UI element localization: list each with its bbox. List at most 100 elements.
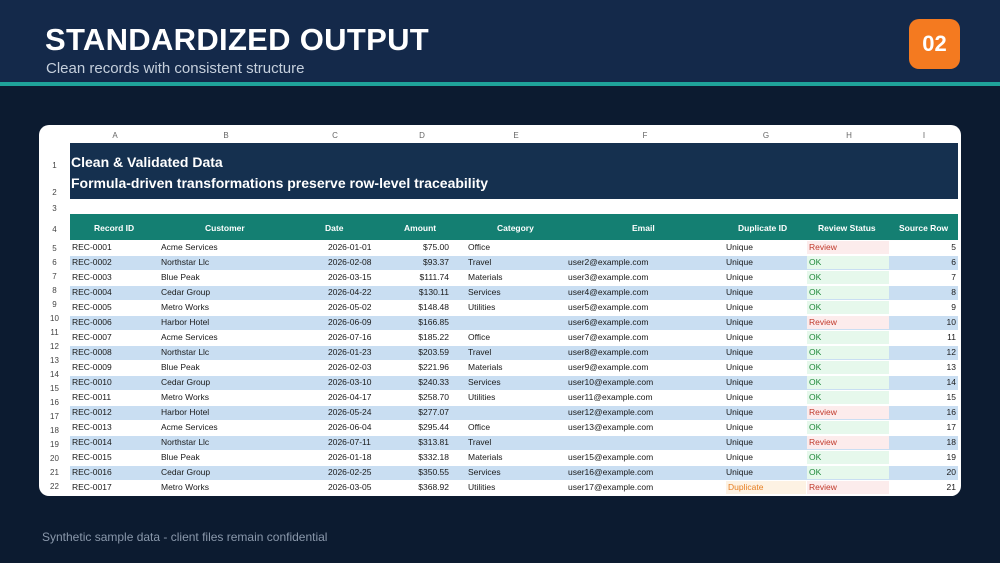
cell-duplicate-id[interactable]: Unique (726, 317, 753, 327)
cell-duplicate-id[interactable]: Unique (726, 332, 753, 342)
cell-record-id[interactable]: REC-0014 (72, 437, 112, 447)
cell-category[interactable]: Travel (468, 347, 492, 357)
cell-date[interactable]: 2026-03-05 (328, 482, 372, 492)
cell-email[interactable]: user15@example.com (568, 452, 654, 462)
cell-email[interactable]: user8@example.com (568, 347, 649, 357)
cell-email[interactable]: user13@example.com (568, 422, 654, 432)
cell-customer[interactable]: Acme Services (161, 422, 218, 432)
cell-review-status[interactable]: OK (807, 361, 889, 374)
cell-customer[interactable]: Blue Peak (161, 452, 200, 462)
cell-duplicate-id[interactable]: Unique (726, 242, 753, 252)
cell-source-row[interactable]: 9 (951, 302, 956, 312)
cell-record-id[interactable]: REC-0010 (72, 377, 112, 387)
row-number[interactable]: 21 (50, 468, 59, 477)
cell-duplicate-id[interactable]: Unique (726, 392, 753, 402)
column-letter[interactable]: B (223, 131, 229, 140)
cell-customer[interactable]: Blue Peak (161, 272, 200, 282)
cell-record-id[interactable]: REC-0013 (72, 422, 112, 432)
cell-review-status[interactable]: OK (807, 376, 889, 389)
cell-date[interactable]: 2026-04-22 (328, 287, 372, 297)
cell-amount[interactable]: $166.85 (418, 317, 449, 327)
cell-source-row[interactable]: 20 (946, 467, 956, 477)
cell-customer[interactable]: Cedar Group (161, 287, 211, 297)
cell-record-id[interactable]: REC-0003 (72, 272, 112, 282)
row-number[interactable]: 20 (50, 454, 59, 463)
column-letter[interactable]: E (513, 131, 519, 140)
column-letter[interactable]: H (846, 131, 852, 140)
cell-record-id[interactable]: REC-0011 (72, 392, 112, 402)
cell-amount[interactable]: $277.07 (418, 407, 449, 417)
cell-customer[interactable]: Cedar Group (161, 467, 211, 477)
row-number[interactable]: 22 (50, 482, 59, 491)
cell-amount[interactable]: $185.22 (418, 332, 449, 342)
cell-record-id[interactable]: REC-0008 (72, 347, 112, 357)
cell-amount[interactable]: $350.55 (418, 467, 449, 477)
cell-source-row[interactable]: 11 (947, 332, 956, 342)
column-letter[interactable]: D (419, 131, 425, 140)
cell-category[interactable]: Services (468, 287, 501, 297)
cell-customer[interactable]: Blue Peak (161, 362, 200, 372)
cell-amount[interactable]: $295.44 (418, 422, 449, 432)
cell-review-status[interactable]: OK (807, 301, 889, 314)
column-letter[interactable]: A (112, 131, 118, 140)
cell-record-id[interactable]: REC-0005 (72, 302, 112, 312)
cell-review-status[interactable]: OK (807, 331, 889, 344)
cell-amount[interactable]: $148.48 (418, 302, 449, 312)
cell-amount[interactable]: $221.96 (418, 362, 449, 372)
cell-date[interactable]: 2026-05-02 (328, 302, 372, 312)
cell-amount[interactable]: $332.18 (418, 452, 449, 462)
cell-source-row[interactable]: 10 (946, 317, 956, 327)
cell-record-id[interactable]: REC-0004 (72, 287, 112, 297)
cell-amount[interactable]: $258.70 (418, 392, 449, 402)
cell-duplicate-id[interactable]: Unique (726, 347, 753, 357)
cell-source-row[interactable]: 16 (946, 407, 956, 417)
cell-review-status[interactable]: Review (807, 241, 889, 254)
cell-source-row[interactable]: 21 (946, 482, 956, 492)
cell-record-id[interactable]: REC-0001 (72, 242, 112, 252)
cell-review-status[interactable]: OK (807, 421, 889, 434)
row-number[interactable]: 19 (50, 440, 59, 449)
cell-source-row[interactable]: 14 (946, 377, 956, 387)
cell-source-row[interactable]: 8 (951, 287, 956, 297)
cell-source-row[interactable]: 5 (951, 242, 956, 252)
cell-review-status[interactable]: Review (807, 316, 889, 329)
row-number[interactable]: 4 (52, 225, 57, 234)
cell-duplicate-id[interactable]: Unique (726, 407, 753, 417)
cell-category[interactable]: Travel (468, 437, 492, 447)
cell-duplicate-id[interactable]: Unique (726, 452, 753, 462)
cell-date[interactable]: 2026-01-01 (328, 242, 372, 252)
cell-category[interactable]: Materials (468, 272, 503, 282)
cell-source-row[interactable]: 12 (946, 347, 956, 357)
cell-email[interactable]: user11@example.com (568, 392, 653, 402)
row-number[interactable]: 17 (50, 412, 59, 421)
cell-category[interactable]: Materials (468, 362, 503, 372)
cell-source-row[interactable]: 15 (946, 392, 956, 402)
cell-customer[interactable]: Northstar Llc (161, 437, 210, 447)
cell-email[interactable]: user10@example.com (568, 377, 654, 387)
cell-category[interactable]: Office (468, 422, 491, 432)
cell-amount[interactable]: $240.33 (418, 377, 449, 387)
cell-record-id[interactable]: REC-0009 (72, 362, 112, 372)
cell-review-status[interactable]: Review (807, 481, 889, 494)
cell-category[interactable]: Services (468, 377, 501, 387)
cell-category[interactable]: Office (468, 242, 491, 252)
cell-email[interactable]: user5@example.com (568, 302, 649, 312)
cell-review-status[interactable]: Review (807, 406, 889, 419)
cell-source-row[interactable]: 18 (946, 437, 956, 447)
cell-duplicate-id[interactable]: Unique (726, 362, 753, 372)
row-number[interactable]: 6 (52, 258, 57, 267)
cell-email[interactable]: user16@example.com (568, 467, 654, 477)
cell-date[interactable]: 2026-07-16 (328, 332, 372, 342)
cell-email[interactable]: user7@example.com (568, 332, 649, 342)
cell-duplicate-id[interactable]: Unique (726, 272, 753, 282)
cell-customer[interactable]: Metro Works (161, 392, 210, 402)
cell-duplicate-id[interactable]: Unique (726, 422, 753, 432)
cell-duplicate-id[interactable]: Unique (726, 437, 753, 447)
row-number[interactable]: 8 (52, 286, 57, 295)
cell-review-status[interactable]: OK (807, 466, 889, 479)
column-letter[interactable]: I (922, 131, 926, 140)
cell-amount[interactable]: $130.11 (418, 287, 449, 297)
cell-category[interactable]: Utilities (468, 392, 496, 402)
cell-date[interactable]: 2026-03-10 (328, 377, 372, 387)
cell-category[interactable]: Office (468, 332, 491, 342)
